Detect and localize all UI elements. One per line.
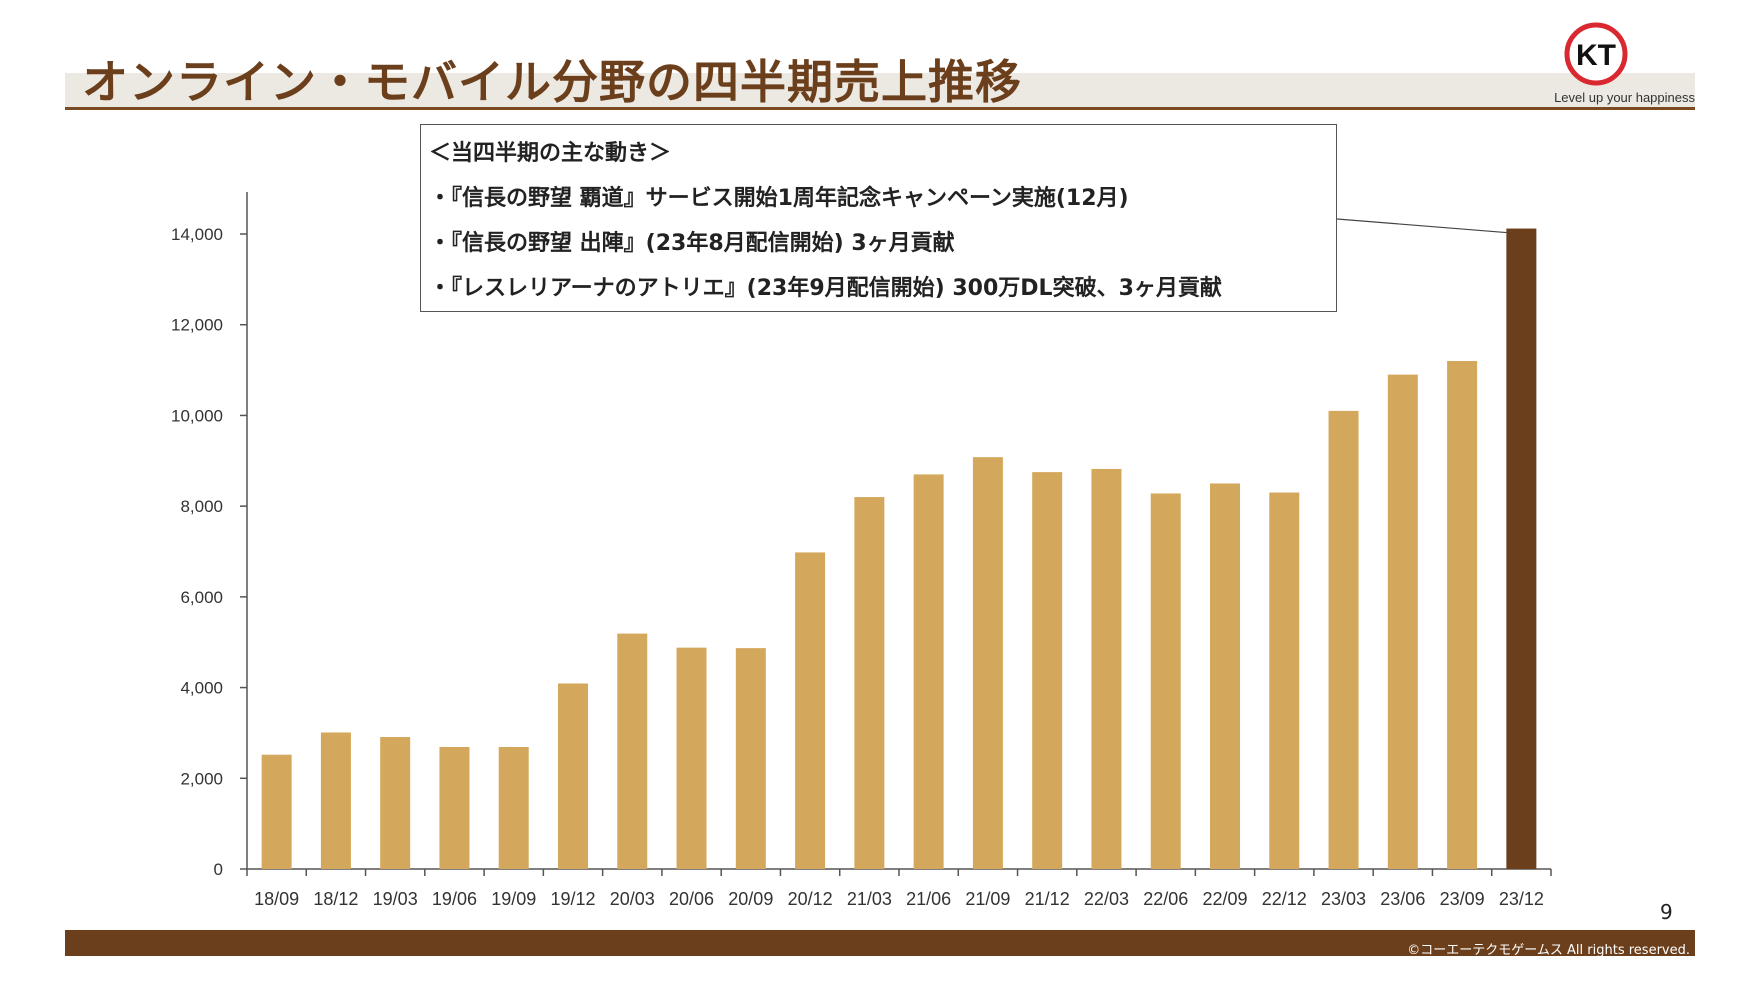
x-tick-label: 20/06 [669, 889, 714, 909]
bar [261, 754, 292, 869]
bar [795, 552, 826, 869]
title-band [65, 73, 1695, 107]
callout-item: ・『信長の野望 出陣』(23年8月配信開始) 3ヶ月貢献 [429, 231, 955, 256]
bar [498, 746, 529, 869]
x-tick-label: 21/09 [965, 889, 1010, 909]
bar [617, 633, 648, 869]
y-tick-label: 8,000 [180, 497, 223, 516]
bar [320, 732, 351, 869]
bar [439, 746, 470, 869]
kt-logo: KT [1564, 22, 1628, 86]
logo-text: KT [1576, 39, 1616, 72]
x-tick-label: 18/12 [313, 889, 358, 909]
bar [558, 683, 588, 869]
bar [1210, 483, 1240, 869]
x-tick-label: 21/12 [1025, 889, 1070, 909]
y-tick-label: 14,000 [171, 225, 223, 244]
x-tick-label: 20/03 [610, 889, 655, 909]
x-tick-label: 23/09 [1440, 889, 1485, 909]
bar [1506, 228, 1537, 870]
x-tick-label: 20/09 [728, 889, 773, 909]
callout-leader-line [1336, 218, 1507, 234]
x-tick-label: 19/03 [373, 889, 418, 909]
page-title: オンライン・モバイル分野の四半期売上推移 [82, 55, 1022, 109]
x-tick-label: 22/06 [1143, 889, 1188, 909]
callout-item: ・『信長の野望 覇道』サービス開始1周年記念キャンペーン実施(12月) [429, 186, 1129, 211]
callout-heading: ＜当四半期の主な動き＞ [429, 141, 672, 166]
bar [735, 648, 766, 869]
y-tick-label: 12,000 [171, 316, 223, 335]
x-tick-label: 22/09 [1202, 889, 1247, 909]
tagline: Level up your happiness [1554, 90, 1695, 105]
bar [1328, 410, 1359, 869]
page-number: 9 [1660, 900, 1673, 924]
x-tick-label: 19/12 [550, 889, 595, 909]
callout-item: ・『レスレリアーナのアトリエ』(23年9月配信開始) 300万DL突破、3ヶ月貢… [429, 276, 1222, 301]
bar [972, 457, 1003, 869]
bar [1387, 374, 1418, 869]
x-tick-label: 19/09 [491, 889, 536, 909]
footer-bar [65, 930, 1695, 956]
title-rule [65, 107, 1695, 110]
y-tick-label: 10,000 [171, 406, 223, 425]
callout-box: ＜当四半期の主な動き＞ ・『信長の野望 覇道』サービス開始1周年記念キャンペーン… [420, 124, 1337, 312]
x-tick-label: 23/03 [1321, 889, 1366, 909]
x-tick-label: 22/12 [1262, 889, 1307, 909]
bar [1269, 492, 1300, 869]
x-tick-label: 21/06 [906, 889, 951, 909]
bar [1447, 361, 1478, 869]
y-tick-label: 2,000 [180, 769, 223, 788]
bar [854, 497, 885, 869]
x-tick-label: 21/03 [847, 889, 892, 909]
bar [1150, 493, 1181, 869]
bar [676, 647, 707, 869]
bar [913, 474, 944, 869]
bar [1032, 472, 1063, 869]
x-tick-label: 18/09 [254, 889, 299, 909]
copyright: ©コーエーテクモゲームス All rights reserved. [1407, 943, 1690, 958]
x-tick-label: 20/12 [788, 889, 833, 909]
x-tick-label: 19/06 [432, 889, 477, 909]
x-tick-label: 22/03 [1084, 889, 1129, 909]
y-tick-label: 6,000 [180, 588, 223, 607]
bar [1091, 468, 1122, 869]
x-tick-label: 23/12 [1499, 889, 1544, 909]
y-tick-label: 0 [214, 860, 223, 879]
x-tick-label: 23/06 [1380, 889, 1425, 909]
bar [380, 737, 411, 869]
y-tick-label: 4,000 [180, 679, 223, 698]
